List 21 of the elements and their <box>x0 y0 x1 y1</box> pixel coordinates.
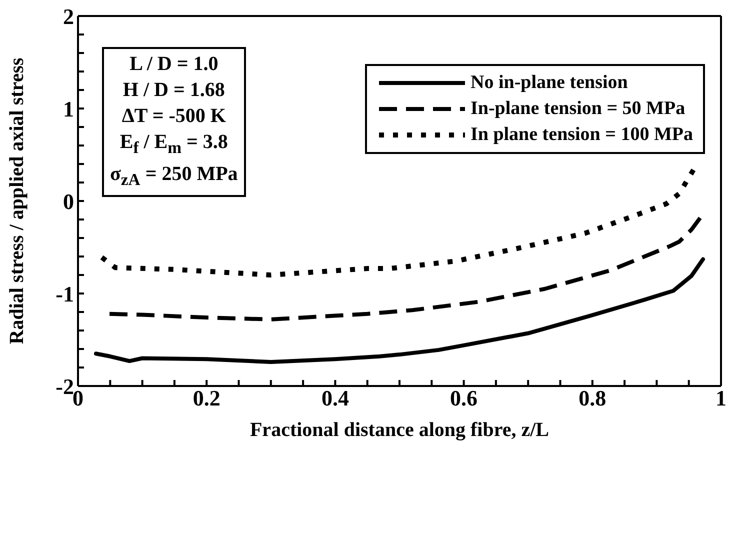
legend-label: In-plane tension = 50 MPa <box>470 98 686 120</box>
y-axis-title: Radial stress / applied axial stress <box>6 58 28 344</box>
y-tick-label: 2 <box>63 4 74 29</box>
x-tick-label: 1 <box>716 386 726 411</box>
x-tick-label: 0.8 <box>578 386 606 411</box>
annotation: ΔT = -500 K <box>120 104 227 129</box>
x-tick-label: 0.4 <box>321 386 349 411</box>
y-tick-label: -2 <box>56 374 74 399</box>
y-tick-label: -1 <box>56 281 74 306</box>
x-tick-label: 0.6 <box>450 386 478 411</box>
x-axis-title: Fractional distance along fibre, z/L <box>250 419 550 441</box>
legend-label: No in-plane tension <box>470 72 628 94</box>
y-tick-label: 1 <box>63 96 74 122</box>
annotation: H / D = 1.68 <box>122 78 226 103</box>
legend-label: In plane tension = 100 MPa <box>470 124 693 146</box>
annotation: σ$_{zA}$ = 250 MPa <box>110 162 238 191</box>
annotation: E$_{f}$ / E$_{m}$ = 3.8 <box>118 130 229 159</box>
annotation: L / D = 1.0 <box>128 52 220 77</box>
x-tick-label: 0.2 <box>192 386 220 411</box>
y-tick-label: 0 <box>63 188 74 214</box>
line-series <box>94 257 705 364</box>
